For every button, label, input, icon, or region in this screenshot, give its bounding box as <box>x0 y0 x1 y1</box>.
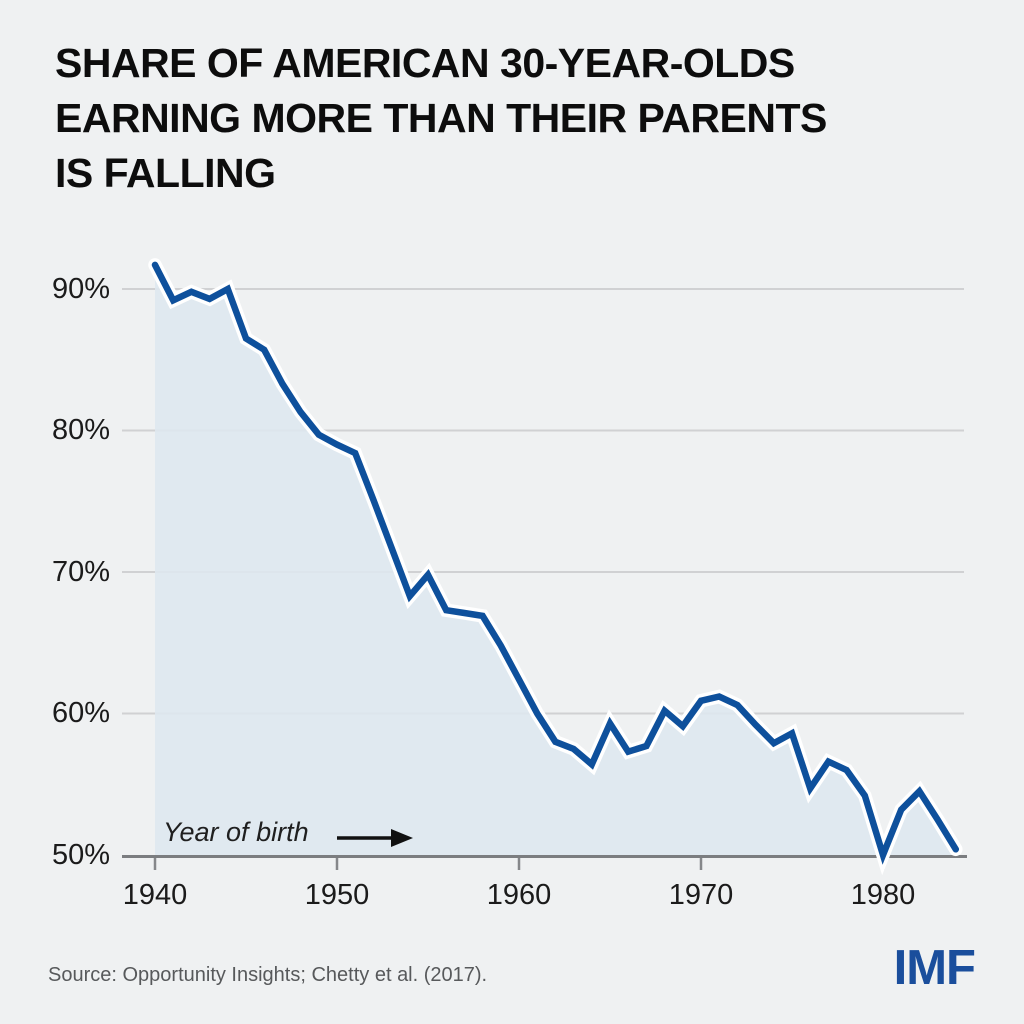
y-axis-tick-label: 70% <box>51 556 110 588</box>
arrow-right-icon <box>337 829 413 847</box>
x-axis-tick-label: 1950 <box>304 879 370 911</box>
y-axis-tick-label: 60% <box>51 697 110 729</box>
page-title-line-1: SHARE OF AMERICAN 30-YEAR-OLDS <box>55 40 795 86</box>
x-axis-tick-label: 1940 <box>122 879 188 911</box>
page-title: SHARE OF AMERICAN 30-YEAR-OLDS EARNING M… <box>55 36 985 201</box>
x-axis-tick-label: 1970 <box>668 879 734 911</box>
imf-logo: IMF <box>893 941 976 995</box>
x-axis-tick-label: 1980 <box>850 879 916 911</box>
x-axis-annotation: Year of birth <box>163 817 309 847</box>
page-title-line-2: EARNING MORE THAN THEIR PARENTS <box>55 95 827 141</box>
series-line <box>151 261 960 865</box>
source-credit: Source: Opportunity Insights; Chetty et … <box>48 964 488 986</box>
page-title-line-3: IS FALLING <box>55 150 276 196</box>
y-axis-tick-label: 80% <box>51 414 110 446</box>
y-axis-tick-label: 90% <box>51 273 110 305</box>
y-axis-tick-label: 50% <box>51 839 110 871</box>
area-fill <box>155 264 956 855</box>
x-axis-tick-label: 1960 <box>486 879 552 911</box>
